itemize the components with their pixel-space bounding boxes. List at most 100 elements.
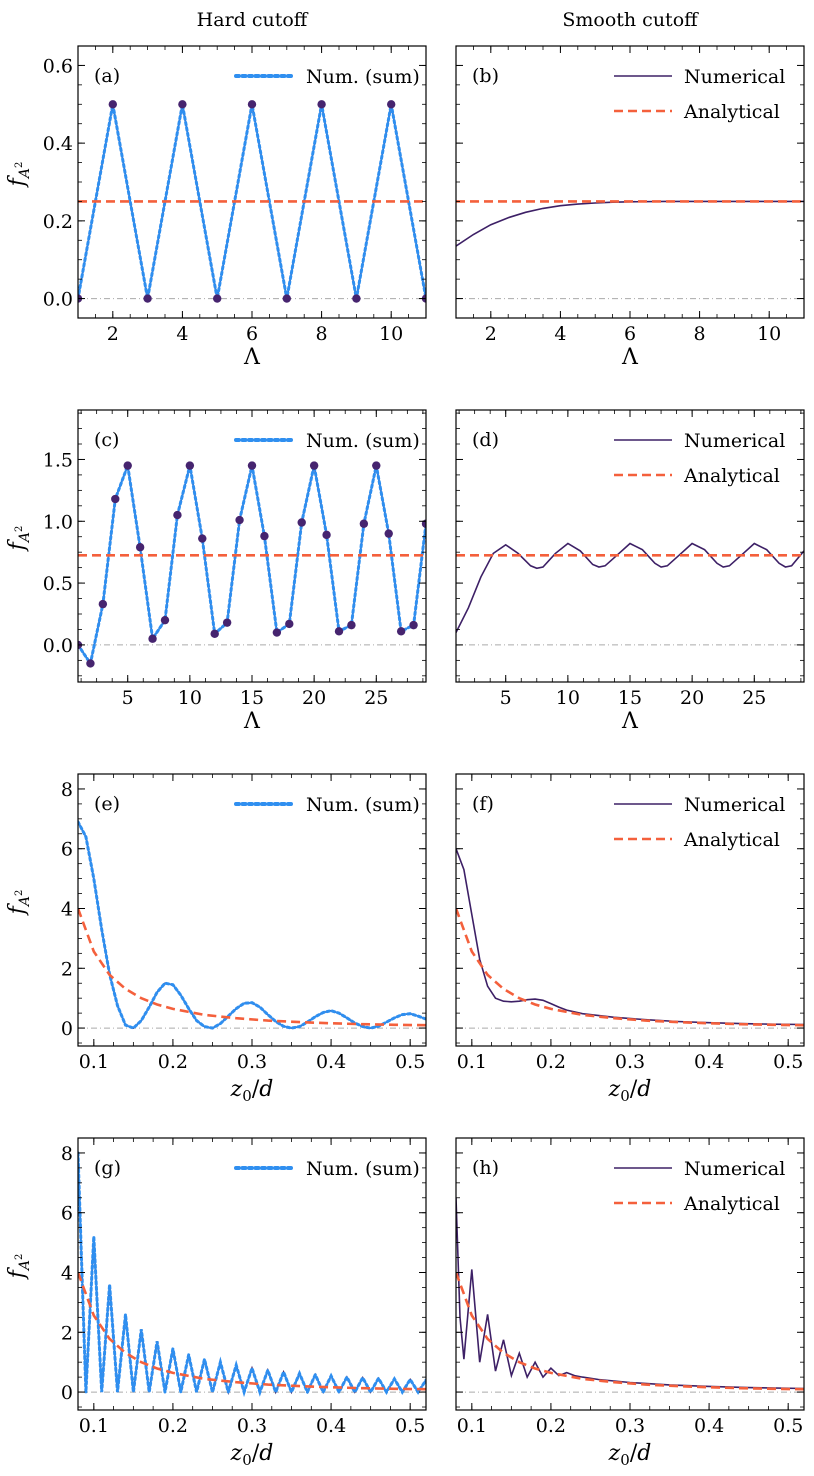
x-tick-label: 10 bbox=[178, 687, 202, 709]
data-point bbox=[173, 510, 182, 520]
plot-area bbox=[456, 1197, 804, 1391]
x-tick-label: 20 bbox=[302, 687, 326, 709]
y-tick-label: 2 bbox=[61, 958, 73, 980]
x-tick-label: 0.2 bbox=[158, 1415, 188, 1437]
x-tick-label: 0.1 bbox=[457, 1415, 487, 1437]
panel-f: 0.1 0.2 0.3 0.4 0.5 (f) z0/d Numerical Analytica… bbox=[455, 773, 805, 1105]
y-tick-label: 0.2 bbox=[43, 211, 73, 233]
x-tick-label: 15 bbox=[618, 687, 642, 709]
legend-label: Num. (sum) bbox=[306, 1158, 420, 1180]
data-point bbox=[222, 618, 232, 627]
data-point bbox=[317, 100, 326, 109]
series-numerical bbox=[456, 542, 804, 633]
data-point bbox=[372, 461, 381, 470]
data-point bbox=[210, 629, 219, 638]
data-point bbox=[185, 461, 195, 470]
plot-area bbox=[78, 820, 426, 1030]
data-point bbox=[297, 518, 306, 527]
x-tick-label: 25 bbox=[364, 687, 388, 709]
x-tick-label: 2 bbox=[107, 323, 119, 345]
panel-label: (b) bbox=[472, 65, 499, 87]
legend-label: Numerical bbox=[684, 66, 785, 88]
x-tick-label: 0.4 bbox=[316, 1051, 346, 1073]
data-point bbox=[143, 294, 152, 303]
panel-label: (h) bbox=[472, 1157, 499, 1179]
y-tick-label: 0 bbox=[61, 1018, 73, 1040]
data-point bbox=[198, 534, 207, 543]
legend: Numerical Analytical bbox=[614, 1158, 785, 1215]
y-tick-label: 8 bbox=[61, 779, 73, 801]
series-numerical bbox=[456, 848, 804, 1026]
data-point bbox=[108, 100, 118, 109]
series-line-exact bbox=[78, 821, 426, 1030]
x-tick-label: 2 bbox=[485, 323, 497, 345]
x-tick-label: 5 bbox=[122, 687, 134, 709]
x-tick-label: 25 bbox=[742, 687, 766, 709]
x-tick-label: 0.4 bbox=[316, 1415, 346, 1437]
x-axis-label: z0/d bbox=[230, 1077, 274, 1105]
series-analytical bbox=[78, 1272, 426, 1391]
legend: Numerical Analytical bbox=[614, 66, 785, 123]
x-axis-label: z0/d bbox=[608, 1441, 652, 1469]
data-point bbox=[213, 294, 222, 303]
legend-label: Numerical bbox=[684, 794, 785, 816]
data-point bbox=[148, 634, 157, 643]
x-axis-label: Λ bbox=[243, 709, 261, 734]
x-tick-label: 6 bbox=[624, 323, 636, 345]
series-numerical bbox=[456, 1197, 804, 1390]
x-tick-label: 0.4 bbox=[694, 1415, 724, 1437]
data-point bbox=[178, 100, 187, 109]
x-axis-label: z0/d bbox=[608, 1077, 652, 1105]
y-tick-label: 8 bbox=[61, 1143, 73, 1165]
legend-label: Num. (sum) bbox=[306, 66, 420, 88]
data-point bbox=[135, 543, 145, 552]
x-tick-label: 6 bbox=[246, 323, 258, 345]
y-axis-label: fA2 bbox=[5, 890, 33, 917]
legend-label: Num. (sum) bbox=[306, 794, 420, 816]
panel-e: 0.1 0.2 0.3 0.4 0.5 0 2 4 6 8 (e) z0/d fA2 Num. (sum) bbox=[5, 773, 427, 1105]
y-tick-label: 4 bbox=[61, 1263, 73, 1285]
panel-label: (e) bbox=[94, 793, 120, 815]
y-tick-label: 0.4 bbox=[43, 133, 73, 155]
data-point bbox=[396, 627, 406, 636]
data-point bbox=[282, 294, 291, 303]
y-tick-label: 0.0 bbox=[43, 635, 73, 657]
series-analytical bbox=[456, 908, 804, 1027]
x-tick-label: 0.1 bbox=[457, 1051, 487, 1073]
panel-label: (g) bbox=[94, 1157, 121, 1179]
x-tick-label: 0.3 bbox=[237, 1415, 267, 1437]
series-num-sum bbox=[78, 820, 426, 1030]
y-tick-label: 6 bbox=[61, 839, 73, 861]
x-tick-label: 0.2 bbox=[158, 1051, 188, 1073]
legend: Num. (sum) bbox=[234, 794, 420, 816]
y-tick-label: 0.6 bbox=[43, 55, 73, 77]
legend: Num. (sum) bbox=[234, 430, 420, 452]
data-point bbox=[111, 494, 120, 504]
legend-label: Analytical bbox=[683, 829, 780, 851]
legend-label: Num. (sum) bbox=[306, 430, 420, 452]
legend: Numerical Analytical bbox=[614, 430, 785, 487]
column-title-right: Smooth cutoff bbox=[562, 9, 699, 31]
x-tick-label: 8 bbox=[316, 323, 328, 345]
data-point bbox=[235, 515, 244, 525]
legend-label: Numerical bbox=[684, 1158, 785, 1180]
x-tick-label: 0.1 bbox=[79, 1051, 109, 1073]
series-analytical bbox=[456, 1272, 804, 1391]
plot-area bbox=[456, 542, 804, 633]
x-tick-label: 0.2 bbox=[536, 1415, 566, 1437]
panel-label: (f) bbox=[472, 793, 494, 815]
legend-label: Analytical bbox=[683, 465, 780, 487]
x-axis-label: Λ bbox=[243, 345, 261, 370]
plot-area bbox=[456, 848, 804, 1027]
legend: Num. (sum) bbox=[234, 66, 420, 88]
plot-area bbox=[78, 1151, 426, 1398]
panel-b: 2 4 6 8 10 (b) Λ Numerical Analytical bbox=[455, 45, 805, 370]
panel-h: 0.1 0.2 0.3 0.4 0.5 (h) z0/d Numerical Analytica… bbox=[455, 1137, 805, 1469]
x-tick-label: 0.4 bbox=[694, 1051, 724, 1073]
panel-label: (a) bbox=[94, 65, 120, 87]
data-point bbox=[387, 100, 396, 109]
x-tick-label: 0.5 bbox=[773, 1415, 803, 1437]
data-point bbox=[384, 529, 393, 538]
panel-g: 0.1 0.2 0.3 0.4 0.5 0 2 4 6 8 (g) z0/d fA2 Num. (sum) bbox=[5, 1137, 427, 1469]
